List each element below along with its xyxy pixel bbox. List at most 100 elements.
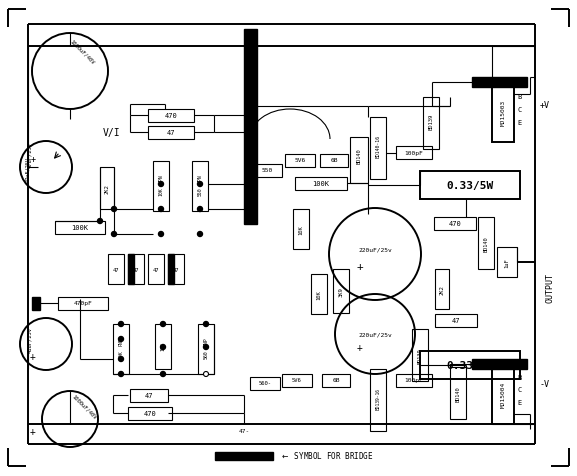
Bar — [100, 168, 114, 209]
Text: 560: 560 — [204, 350, 208, 358]
Text: BD140: BD140 — [484, 236, 489, 251]
Text: 550: 550 — [261, 168, 272, 173]
Bar — [472, 78, 527, 88]
Text: 470: 470 — [164, 113, 177, 119]
Bar — [370, 369, 386, 431]
Text: 47uF/25V: 47uF/25V — [28, 142, 32, 168]
Text: PNP: PNP — [204, 337, 208, 346]
Text: C: C — [518, 107, 522, 113]
Text: E: E — [518, 399, 522, 405]
Circle shape — [98, 219, 103, 224]
Bar — [168, 255, 174, 284]
Bar — [492, 88, 514, 143]
Text: 220uF/25v: 220uF/25v — [358, 332, 392, 337]
Text: +: + — [357, 261, 364, 271]
Text: 41uF/25v: 41uF/25v — [28, 327, 32, 352]
Text: 1uF: 1uF — [504, 258, 509, 268]
Text: BD139: BD139 — [429, 114, 433, 130]
Bar — [32, 298, 40, 310]
Text: 47: 47 — [245, 46, 251, 54]
Text: 47: 47 — [173, 267, 179, 272]
Text: 10K: 10K — [160, 342, 166, 351]
Circle shape — [118, 372, 123, 377]
Circle shape — [159, 207, 163, 212]
Bar — [148, 127, 194, 140]
Circle shape — [160, 372, 166, 377]
Circle shape — [160, 345, 166, 350]
Bar — [128, 407, 172, 420]
Text: +: + — [30, 351, 36, 361]
Text: 47: 47 — [133, 267, 139, 272]
Bar — [320, 155, 348, 168]
Bar — [492, 369, 514, 424]
Circle shape — [118, 337, 123, 342]
Text: MJ15003: MJ15003 — [500, 99, 505, 126]
Circle shape — [197, 182, 203, 187]
Bar — [130, 389, 168, 402]
Text: 560-: 560- — [258, 381, 272, 386]
Text: 10K: 10K — [317, 289, 321, 299]
Bar — [148, 255, 164, 284]
Bar — [285, 155, 315, 168]
Bar — [128, 255, 144, 284]
Text: 10K: 10K — [118, 350, 123, 358]
Text: 470: 470 — [449, 220, 462, 227]
Text: 47-: 47- — [238, 428, 250, 434]
Bar — [252, 165, 282, 178]
Circle shape — [118, 357, 123, 362]
Bar — [311, 275, 327, 314]
Text: 47: 47 — [113, 267, 119, 272]
Text: 470: 470 — [144, 410, 156, 416]
Bar — [396, 374, 432, 387]
Text: 6B: 6B — [332, 378, 340, 383]
Text: PNP: PNP — [118, 337, 123, 346]
Text: B: B — [518, 94, 522, 100]
Text: $\leftarrow$ SYMBOL FOR BRIDGE: $\leftarrow$ SYMBOL FOR BRIDGE — [280, 449, 373, 461]
Text: 47: 47 — [167, 130, 175, 136]
Text: +: + — [30, 426, 36, 436]
Bar — [420, 351, 520, 379]
Text: C: C — [518, 386, 522, 392]
Bar — [396, 147, 432, 159]
Circle shape — [118, 322, 123, 327]
Circle shape — [197, 207, 203, 212]
Bar — [333, 269, 349, 313]
Text: 100K: 100K — [72, 225, 88, 230]
Bar — [55, 221, 105, 235]
Bar — [155, 324, 171, 369]
Text: 100K: 100K — [313, 180, 329, 187]
Bar — [412, 329, 428, 381]
Circle shape — [204, 345, 208, 350]
Circle shape — [111, 207, 117, 212]
Text: 3K9: 3K9 — [339, 287, 343, 296]
Circle shape — [204, 322, 208, 327]
Text: 0.33/5W: 0.33/5W — [447, 360, 494, 370]
Circle shape — [204, 372, 208, 377]
Bar — [108, 255, 124, 284]
Text: BD139: BD139 — [418, 347, 422, 363]
Text: OUTPUT: OUTPUT — [545, 272, 554, 302]
Text: 1000uF/40V: 1000uF/40V — [69, 39, 95, 65]
Text: BD139-16: BD139-16 — [376, 387, 380, 409]
Text: 47: 47 — [145, 392, 153, 398]
Text: 2K2: 2K2 — [440, 285, 444, 294]
Text: BD140: BD140 — [357, 148, 362, 163]
Text: BD140: BD140 — [455, 386, 460, 401]
Bar — [244, 30, 257, 225]
Text: 5V6: 5V6 — [292, 378, 302, 383]
Text: +V: +V — [540, 100, 550, 109]
Bar — [58, 298, 108, 310]
Circle shape — [197, 232, 203, 237]
Text: BD140-16: BD140-16 — [376, 135, 380, 158]
Text: 0.33/5W: 0.33/5W — [447, 180, 494, 190]
Bar — [435, 314, 477, 327]
Bar — [282, 374, 312, 387]
Bar — [478, 218, 494, 269]
Text: 550: 550 — [197, 187, 203, 196]
Bar — [168, 255, 184, 284]
Circle shape — [159, 232, 163, 237]
Bar — [450, 367, 466, 419]
Bar — [192, 162, 208, 211]
Bar — [435, 269, 449, 309]
Text: NPN: NPN — [159, 174, 163, 183]
